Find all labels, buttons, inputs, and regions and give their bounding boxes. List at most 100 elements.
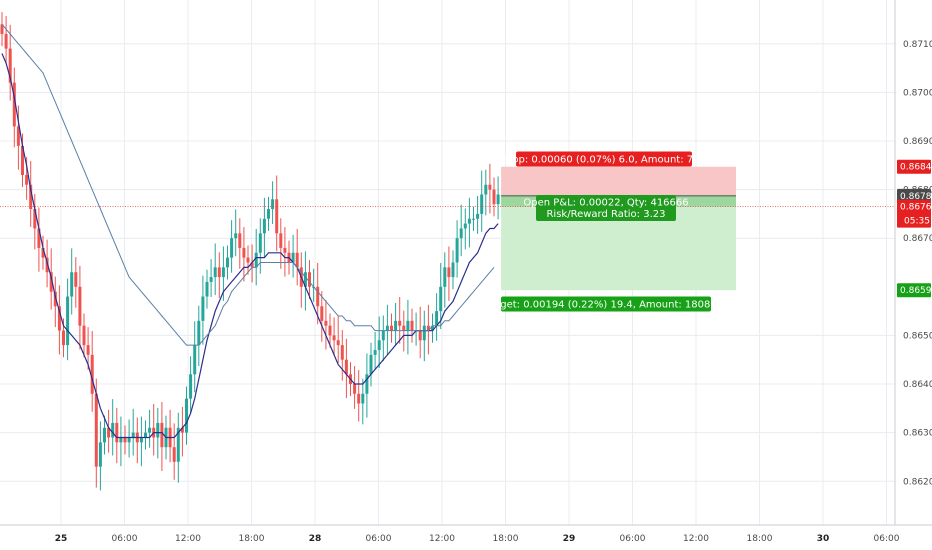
candle-body	[217, 267, 221, 278]
candle-body	[78, 286, 82, 326]
candle-body	[226, 257, 229, 268]
slow_ma-line	[1, 23, 495, 346]
candle-body	[340, 345, 344, 360]
target-label: Target: 0.00194 (0.22%) 19.4, Amount: 18…	[485, 300, 727, 311]
candle-body	[119, 437, 123, 443]
time-tick-label: 30	[817, 534, 830, 544]
candle-body	[193, 345, 197, 375]
candle-body	[115, 422, 119, 443]
candle-body	[324, 320, 328, 326]
price-tags: 0.86847 0.86787 0.86765 05:35 0.86593	[897, 159, 932, 298]
candle-body	[283, 247, 287, 253]
candle-body	[90, 354, 94, 394]
candle-body	[426, 325, 430, 331]
candle-body	[201, 296, 205, 321]
stop-label: Stop: 0.00060 (0.07%) 6.0, Amount: 750	[502, 155, 706, 166]
candle-body	[467, 218, 471, 224]
candle-body	[328, 325, 332, 336]
candle-body	[492, 189, 496, 205]
candle-body	[435, 311, 439, 326]
candle-body	[57, 306, 61, 331]
stop-zone[interactable]	[501, 166, 736, 196]
candle-body	[488, 184, 492, 190]
time-tick-label: 12:00	[175, 534, 201, 544]
candle-body	[107, 427, 111, 438]
target-price-tag	[897, 283, 931, 298]
time-tick-label: 12:00	[429, 534, 455, 544]
candle-body	[41, 247, 45, 258]
candle-body	[62, 330, 65, 346]
candle-body	[74, 272, 78, 287]
time-tick-label: 06:00	[874, 534, 900, 544]
candle-body	[336, 340, 340, 346]
candle-body	[127, 437, 131, 443]
candle-body	[250, 262, 254, 268]
candle-body	[123, 437, 127, 443]
entry-price-tag	[897, 188, 931, 203]
candle-body	[381, 330, 385, 341]
candle-body	[451, 262, 455, 278]
candle-body	[16, 126, 20, 146]
risk-reward-label: Risk/Reward Ratio: 3.23	[546, 209, 665, 220]
candle-body	[320, 306, 324, 321]
candle-body	[316, 286, 320, 307]
candle-body	[267, 209, 270, 219]
candle-body	[262, 218, 266, 234]
position-zones	[501, 166, 736, 291]
candle-body	[189, 374, 193, 399]
candle-body	[53, 291, 57, 307]
bar-countdown-text: 05:35	[904, 217, 930, 227]
candle-body	[0, 24, 4, 35]
candle-body	[410, 320, 414, 331]
time-tick-label: 12:00	[683, 534, 709, 544]
candle-body	[365, 374, 369, 394]
candle-body	[197, 320, 201, 346]
price-levels	[0, 195, 895, 207]
time-axis[interactable]: 25 06:00 12:00 18:00 28 06:00 12:00 18:00 29 06:0…	[0, 524, 932, 544]
candle-body	[242, 247, 246, 258]
candle-body	[148, 427, 152, 433]
candle-body	[476, 213, 480, 219]
candle-body	[246, 257, 250, 263]
candle-body	[49, 272, 53, 292]
candle-body	[29, 184, 33, 210]
time-tick-label: 28	[309, 534, 322, 544]
entry-price-tag-text: 0.86787	[900, 192, 932, 202]
candle-body	[45, 257, 49, 273]
candle-body	[144, 432, 147, 438]
grid-lines	[0, 0, 895, 525]
time-tick-label: 25	[55, 534, 68, 544]
candle-body	[94, 393, 98, 467]
candle-body	[37, 228, 41, 248]
time-tick-label: 18:00	[239, 534, 265, 544]
candle-body	[398, 320, 402, 326]
time-tick-label: 06:00	[366, 534, 392, 544]
candlesticks	[0, 12, 500, 491]
candle-body	[418, 330, 422, 341]
candle-body	[185, 398, 188, 433]
candle-body	[180, 427, 184, 433]
candle-body	[209, 277, 213, 282]
candle-body	[291, 252, 295, 263]
candle-body	[394, 320, 398, 331]
candle-body	[131, 432, 135, 438]
candle-body	[447, 267, 451, 278]
candle-body	[303, 272, 307, 287]
candle-body	[12, 82, 16, 127]
position-labels: Stop: 0.00060 (0.07%) 6.0, Amount: 750 O…	[485, 151, 727, 312]
candle-body	[369, 354, 373, 375]
candle-body	[455, 238, 459, 263]
price-axis[interactable]: 0.862000.863000.864000.865000.867000.868…	[894, 0, 932, 525]
candle-body	[484, 184, 488, 195]
time-tick-label: 06:00	[112, 534, 138, 544]
candle-body	[4, 34, 8, 49]
candle-body	[496, 194, 500, 205]
fast_ma-line	[1, 53, 499, 439]
candle-body	[230, 238, 234, 258]
candle-body	[308, 272, 311, 287]
candle-body	[422, 325, 426, 341]
